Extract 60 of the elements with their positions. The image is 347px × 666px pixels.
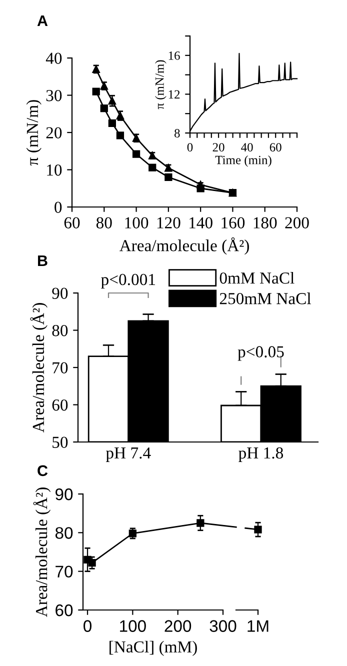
y-axis-title: π (mN/m) [155,60,166,110]
point [164,173,172,182]
x-tick-label: pH 1.8 [238,447,284,462]
point [108,119,116,128]
x-tick-label: 200 [285,217,309,228]
x-tick-label: 200 [164,620,192,632]
y-axis-title: Area/molecule (Å²) [33,488,51,618]
point [116,132,124,140]
y-tick-label: 16 [168,51,180,60]
y-tick-label: 70 [52,362,68,374]
legend-label: 0mM NaCl [220,272,294,284]
chart-title: B [38,255,48,266]
y-tick-label: 60 [56,604,73,616]
x-tick-label: 60 [270,143,282,152]
y-tick-label: 30 [46,90,62,102]
x-tick-label: 60 [64,217,80,228]
x-tick-label: 0 [187,143,193,152]
point [100,104,108,112]
x-tick-label: 40 [241,143,253,152]
y-tick-label: 80 [52,324,68,336]
x-axis-title: Time (min) [215,155,272,167]
point [196,184,204,192]
x-tick-label: 1M [248,620,268,632]
point [128,530,136,538]
y-axis-title: π (mN/m) [26,100,42,166]
point [132,150,140,158]
y-axis-title: Area/molecule (Å²) [30,303,48,433]
x-tick-label: pH 7.4 [106,447,151,462]
x-tick-label: 120 [157,217,180,228]
x-tick-label: 100 [120,620,146,632]
annotation: p<0.05 [238,346,284,361]
point [92,88,100,96]
y-tick-label: 12 [168,90,180,99]
x-tick-label: 140 [190,217,212,228]
x-tick-label: 20 [212,143,224,152]
point [88,559,96,567]
y-tick-label: 0 [54,202,62,213]
text: p<0.001 [101,274,156,289]
y-tick-label: 8 [174,129,180,138]
x-tick-label: 160 [222,217,245,228]
y-tick-label: 60 [52,399,68,411]
y-tick-label: 80 [55,527,73,539]
x-axis-title: [NaCl] (mM) [110,640,197,656]
x-tick-label: 100 [125,217,148,228]
x-tick-label: 180 [254,217,277,228]
y-tick-label: 90 [56,488,73,500]
y-tick-label: 50 [52,436,68,448]
chart-title: C [38,465,48,476]
x-axis-title: Area/molecule (Å²) [119,237,249,255]
y-tick-label: 70 [56,566,73,578]
chart-title: A [37,15,48,26]
x-tick-label: 300 [210,620,236,632]
x-tick-label: 80 [96,217,112,228]
y-tick-label: 40 [46,52,62,64]
y-tick-label: 20 [46,127,62,138]
x-tick-label: 0 [84,620,92,632]
point [148,164,156,172]
legend-label: 250mM NaCl [220,292,311,304]
y-tick-label: 90 [52,288,68,299]
y-tick-label: 10 [47,164,62,176]
